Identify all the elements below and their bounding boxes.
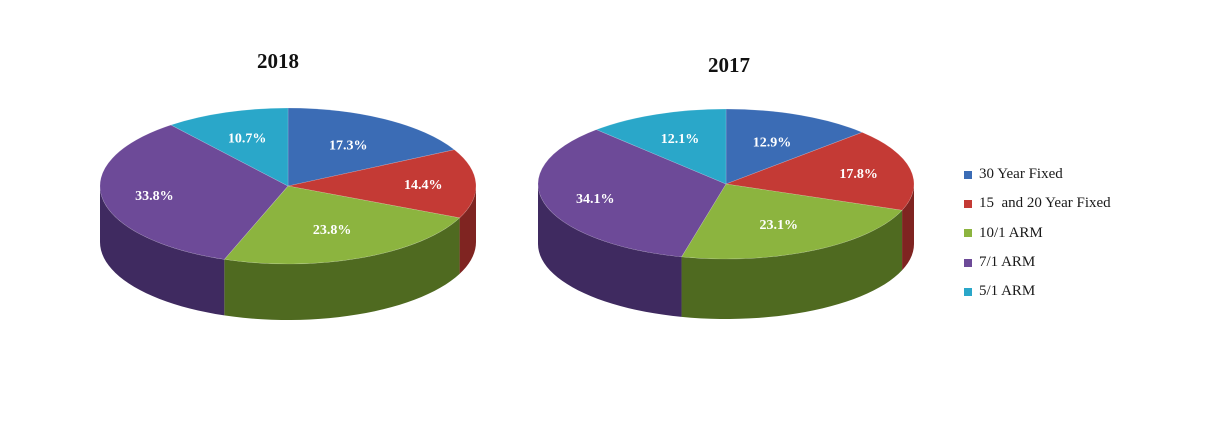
legend-label: 5/1 ARM [979, 283, 1036, 300]
slice-1 [287, 149, 477, 219]
pie-chart-2017: 12.9% 17.8% 23.1% 34.1% 12.1% 2017 [537, 53, 915, 319]
legend-label: 30 Year Fixed [979, 166, 1063, 183]
slice-2 [681, 183, 903, 260]
legend-item-30-year-fixed: 30 Year Fixed [964, 160, 1111, 189]
legend-swatch [964, 199, 972, 208]
legend-item-10-1-arm: 10/1 ARM [964, 219, 1111, 248]
slice-side-1 [459, 186, 476, 274]
slice-1 [724, 131, 915, 211]
data-label: 14.4% [404, 178, 443, 193]
legend-swatch [964, 258, 972, 267]
data-label: 10.7% [228, 131, 267, 146]
data-label: 17.8% [839, 167, 878, 182]
data-label: 12.9% [753, 135, 792, 150]
slice-3 [537, 129, 727, 258]
legend-item-7-1-arm: 7/1 ARM [964, 248, 1111, 277]
chart-title: 2017 [708, 53, 750, 77]
legend-item-15-and-20-year-fixed: 15 and 20 Year Fixed [964, 189, 1111, 218]
data-label: 12.1% [661, 132, 700, 147]
slice-side-1 [902, 184, 914, 271]
slice-3 [99, 124, 289, 260]
slice-side-2 [224, 217, 460, 320]
legend: 30 Year Fixed 15 and 20 Year Fixed 10/1 … [964, 160, 1111, 306]
slice-0 [725, 108, 864, 185]
chart-title: 2018 [257, 49, 299, 73]
slice-side-2 [681, 210, 903, 319]
legend-label: 10/1 ARM [979, 224, 1043, 241]
slice-side-3 [538, 184, 682, 317]
data-label: 33.8% [135, 189, 174, 204]
slice-0 [287, 107, 456, 187]
slice-2 [223, 185, 461, 265]
legend-swatch [964, 170, 972, 179]
pie-chart-2018: 17.3% 14.4% 23.8% 33.8% 10.7% 2018 [99, 49, 477, 320]
legend-swatch [964, 229, 972, 238]
data-label: 34.1% [576, 192, 615, 207]
data-label: 17.3% [329, 139, 368, 154]
slice-side-3 [100, 186, 225, 316]
legend-label: 15 and 20 Year Fixed [979, 195, 1111, 212]
legend-label: 7/1 ARM [979, 254, 1036, 271]
data-label: 23.8% [313, 223, 352, 238]
slice-4 [170, 107, 289, 187]
legend-swatch [964, 287, 972, 296]
slice-4 [595, 108, 727, 185]
data-label: 23.1% [760, 218, 799, 233]
legend-item-5-1-arm: 5/1 ARM [964, 277, 1111, 306]
